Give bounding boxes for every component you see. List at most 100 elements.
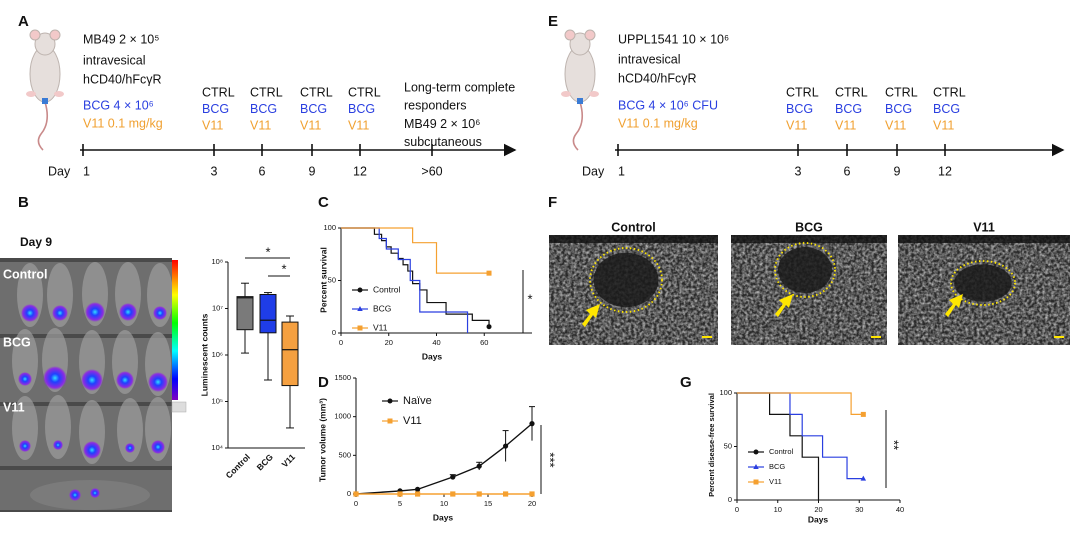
y-tick-label: 0 bbox=[347, 489, 351, 498]
mouse-ear bbox=[49, 29, 61, 41]
color-scale bbox=[172, 260, 178, 400]
protocol-note: MB49 2 × 10⁵ bbox=[83, 32, 159, 46]
x-axis-label: Days bbox=[422, 351, 443, 361]
bli-signal bbox=[43, 366, 67, 390]
marker bbox=[357, 287, 363, 293]
mouse-ear bbox=[564, 29, 576, 41]
marker bbox=[387, 398, 393, 404]
arrow bbox=[775, 294, 793, 317]
bli-signal bbox=[18, 372, 32, 386]
x-tick-label: 0 bbox=[339, 338, 343, 347]
legend-label: V11 bbox=[769, 477, 782, 486]
treatment-group: V11 bbox=[300, 118, 321, 132]
row-label: V11 bbox=[3, 400, 25, 414]
treatment-group: V11 bbox=[348, 118, 369, 132]
box bbox=[281, 321, 299, 387]
x-axis-label: Days bbox=[433, 512, 454, 522]
endpoint-note: Long-term complete bbox=[404, 80, 515, 94]
y-tick-label: 10⁴ bbox=[211, 443, 223, 452]
y-tick-label: 100 bbox=[323, 223, 336, 232]
treatment-group: BCG bbox=[835, 102, 862, 116]
x-tick-label: 10 bbox=[440, 499, 448, 508]
panel-letter: G bbox=[680, 374, 692, 391]
bli-signal bbox=[151, 440, 165, 454]
image-title: BCG bbox=[795, 220, 823, 234]
significance: * bbox=[527, 291, 532, 306]
survival-curve bbox=[341, 227, 490, 327]
mouse-paw bbox=[54, 91, 64, 97]
treatment-group: CTRL bbox=[300, 85, 333, 99]
y-tick-label: 1500 bbox=[334, 373, 351, 382]
treatment-group: CTRL bbox=[202, 85, 235, 99]
day-number: 1 bbox=[83, 164, 90, 178]
legend-label: Naïve bbox=[403, 395, 432, 407]
treatment-group: V11 bbox=[835, 118, 856, 132]
legend-label: BCG bbox=[373, 303, 391, 313]
y-tick-label: 0 bbox=[728, 495, 732, 504]
image-title: Control bbox=[611, 220, 655, 234]
survival-curve bbox=[737, 392, 864, 415]
day-number: 12 bbox=[353, 164, 367, 178]
day-number: 6 bbox=[844, 164, 851, 178]
x-tick-label: BCG bbox=[255, 452, 276, 473]
bli-signal bbox=[148, 372, 168, 392]
bli-signal bbox=[21, 304, 39, 322]
treatment-group: V11 bbox=[786, 118, 807, 132]
mouse-silhouette bbox=[45, 395, 71, 459]
treatment-group: V11 bbox=[250, 118, 271, 132]
day-number: >60 bbox=[421, 164, 442, 178]
marker bbox=[397, 491, 403, 497]
imaging-title: Day 9 bbox=[20, 235, 52, 249]
protocol-note: BCG 4 × 10⁶ CFU bbox=[618, 98, 718, 112]
bli-signal bbox=[81, 369, 103, 391]
protocol-note: V11 0.1 mg/kg bbox=[83, 116, 163, 130]
mouse-ear bbox=[584, 29, 596, 41]
tumor bbox=[778, 247, 832, 293]
treatment-group: CTRL bbox=[786, 85, 819, 99]
y-axis-label: Tumor volume (mm³) bbox=[317, 398, 327, 482]
treatment-group: BCG bbox=[885, 102, 912, 116]
panel-letter: D bbox=[318, 374, 329, 391]
y-tick-label: 0 bbox=[332, 328, 336, 337]
x-tick-label: 60 bbox=[480, 338, 488, 347]
day-number: 3 bbox=[211, 164, 218, 178]
treatment-group: BCG bbox=[348, 102, 375, 116]
mouse-tail bbox=[572, 101, 584, 151]
mouse-paw bbox=[26, 91, 36, 97]
marker bbox=[450, 491, 456, 497]
marker bbox=[753, 464, 759, 469]
mouse-silhouette bbox=[30, 480, 150, 510]
treatment-group: CTRL bbox=[250, 85, 283, 99]
significance: * bbox=[281, 261, 286, 276]
treatment-group: BCG bbox=[933, 102, 960, 116]
marker bbox=[860, 475, 867, 481]
y-tick-label: 10⁸ bbox=[211, 257, 223, 266]
survival-curve bbox=[341, 227, 469, 333]
x-tick-label: V11 bbox=[280, 452, 298, 470]
panel-letter: A bbox=[18, 13, 29, 30]
marker bbox=[486, 270, 492, 276]
x-tick-label: 10 bbox=[774, 505, 782, 514]
mouse-tail bbox=[37, 101, 49, 151]
tumor-outline bbox=[589, 247, 663, 313]
tumor bbox=[954, 264, 1012, 302]
x-tick-label: 20 bbox=[385, 338, 393, 347]
tumor bbox=[593, 252, 659, 308]
x-tick-label: 15 bbox=[484, 499, 492, 508]
legend-label: Control bbox=[769, 447, 794, 456]
x-tick-label: 40 bbox=[432, 338, 440, 347]
legend-label: V11 bbox=[373, 322, 388, 332]
x-tick-label: 40 bbox=[896, 505, 904, 514]
marker bbox=[753, 449, 759, 455]
protocol-note: UPPL1541 10 × 10⁶ bbox=[618, 32, 729, 46]
bli-signal bbox=[90, 488, 100, 498]
protocol-note: intravesical bbox=[83, 53, 146, 67]
legend-label: Control bbox=[373, 284, 401, 294]
protocol-note: BCG 4 × 10⁶ bbox=[83, 98, 154, 112]
treatment-group: V11 bbox=[933, 118, 954, 132]
marker bbox=[353, 491, 359, 497]
survival-curve bbox=[737, 392, 864, 480]
day-number: 6 bbox=[259, 164, 266, 178]
panel-letter: C bbox=[318, 194, 329, 211]
